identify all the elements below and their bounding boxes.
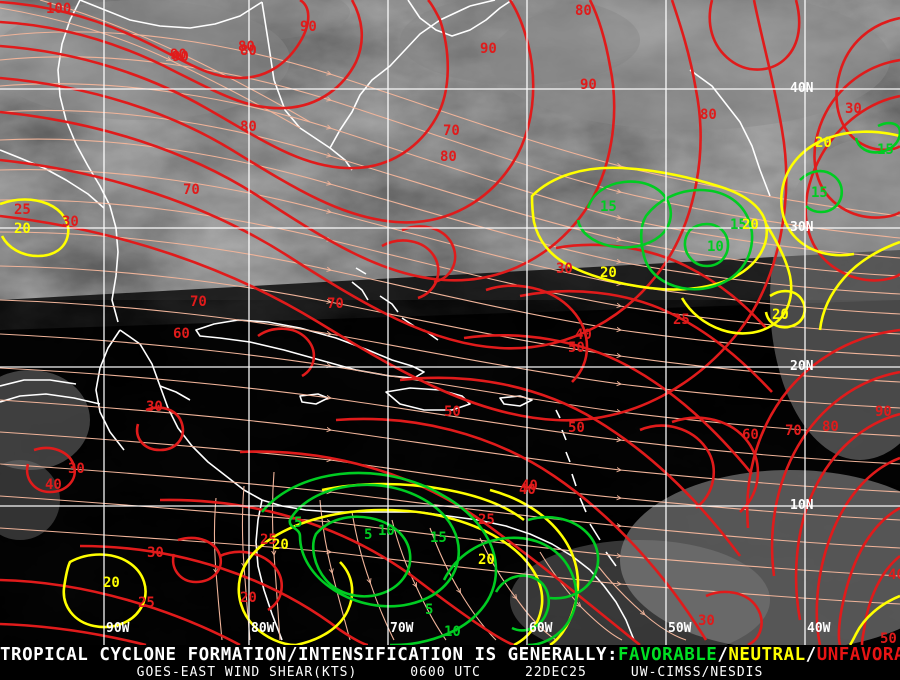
favorability-legend: TROPICAL CYCLONE FORMATION/INTENSIFICATI… [0,645,900,665]
map-graphics [0,0,900,645]
legend-prefix-text: TROPICAL CYCLONE FORMATION/INTENSIFICATI… [0,645,619,665]
wind-streamlines [0,0,900,641]
legend-neutral: NEUTRAL [728,645,806,665]
product-subtitle: GOES-EAST WIND SHEAR(KTS) 0600 UTC 22DEC… [136,665,764,680]
legend-unfavorable: UNFAVORABLE [816,645,900,665]
satellite-contour-map: 100 90 90 80 90 80 90 80 90 80 70 80 80 70 25 20 30 15 15 2… [0,0,900,645]
footer-annotation: TROPICAL CYCLONE FORMATION/INTENSIFICATI… [0,645,900,680]
contours-favorable [260,121,900,645]
legend-separator-1: / [717,645,729,665]
graticule [0,0,900,645]
legend-favorable: FAVORABLE [618,645,718,665]
legend-separator-2: / [805,645,817,665]
